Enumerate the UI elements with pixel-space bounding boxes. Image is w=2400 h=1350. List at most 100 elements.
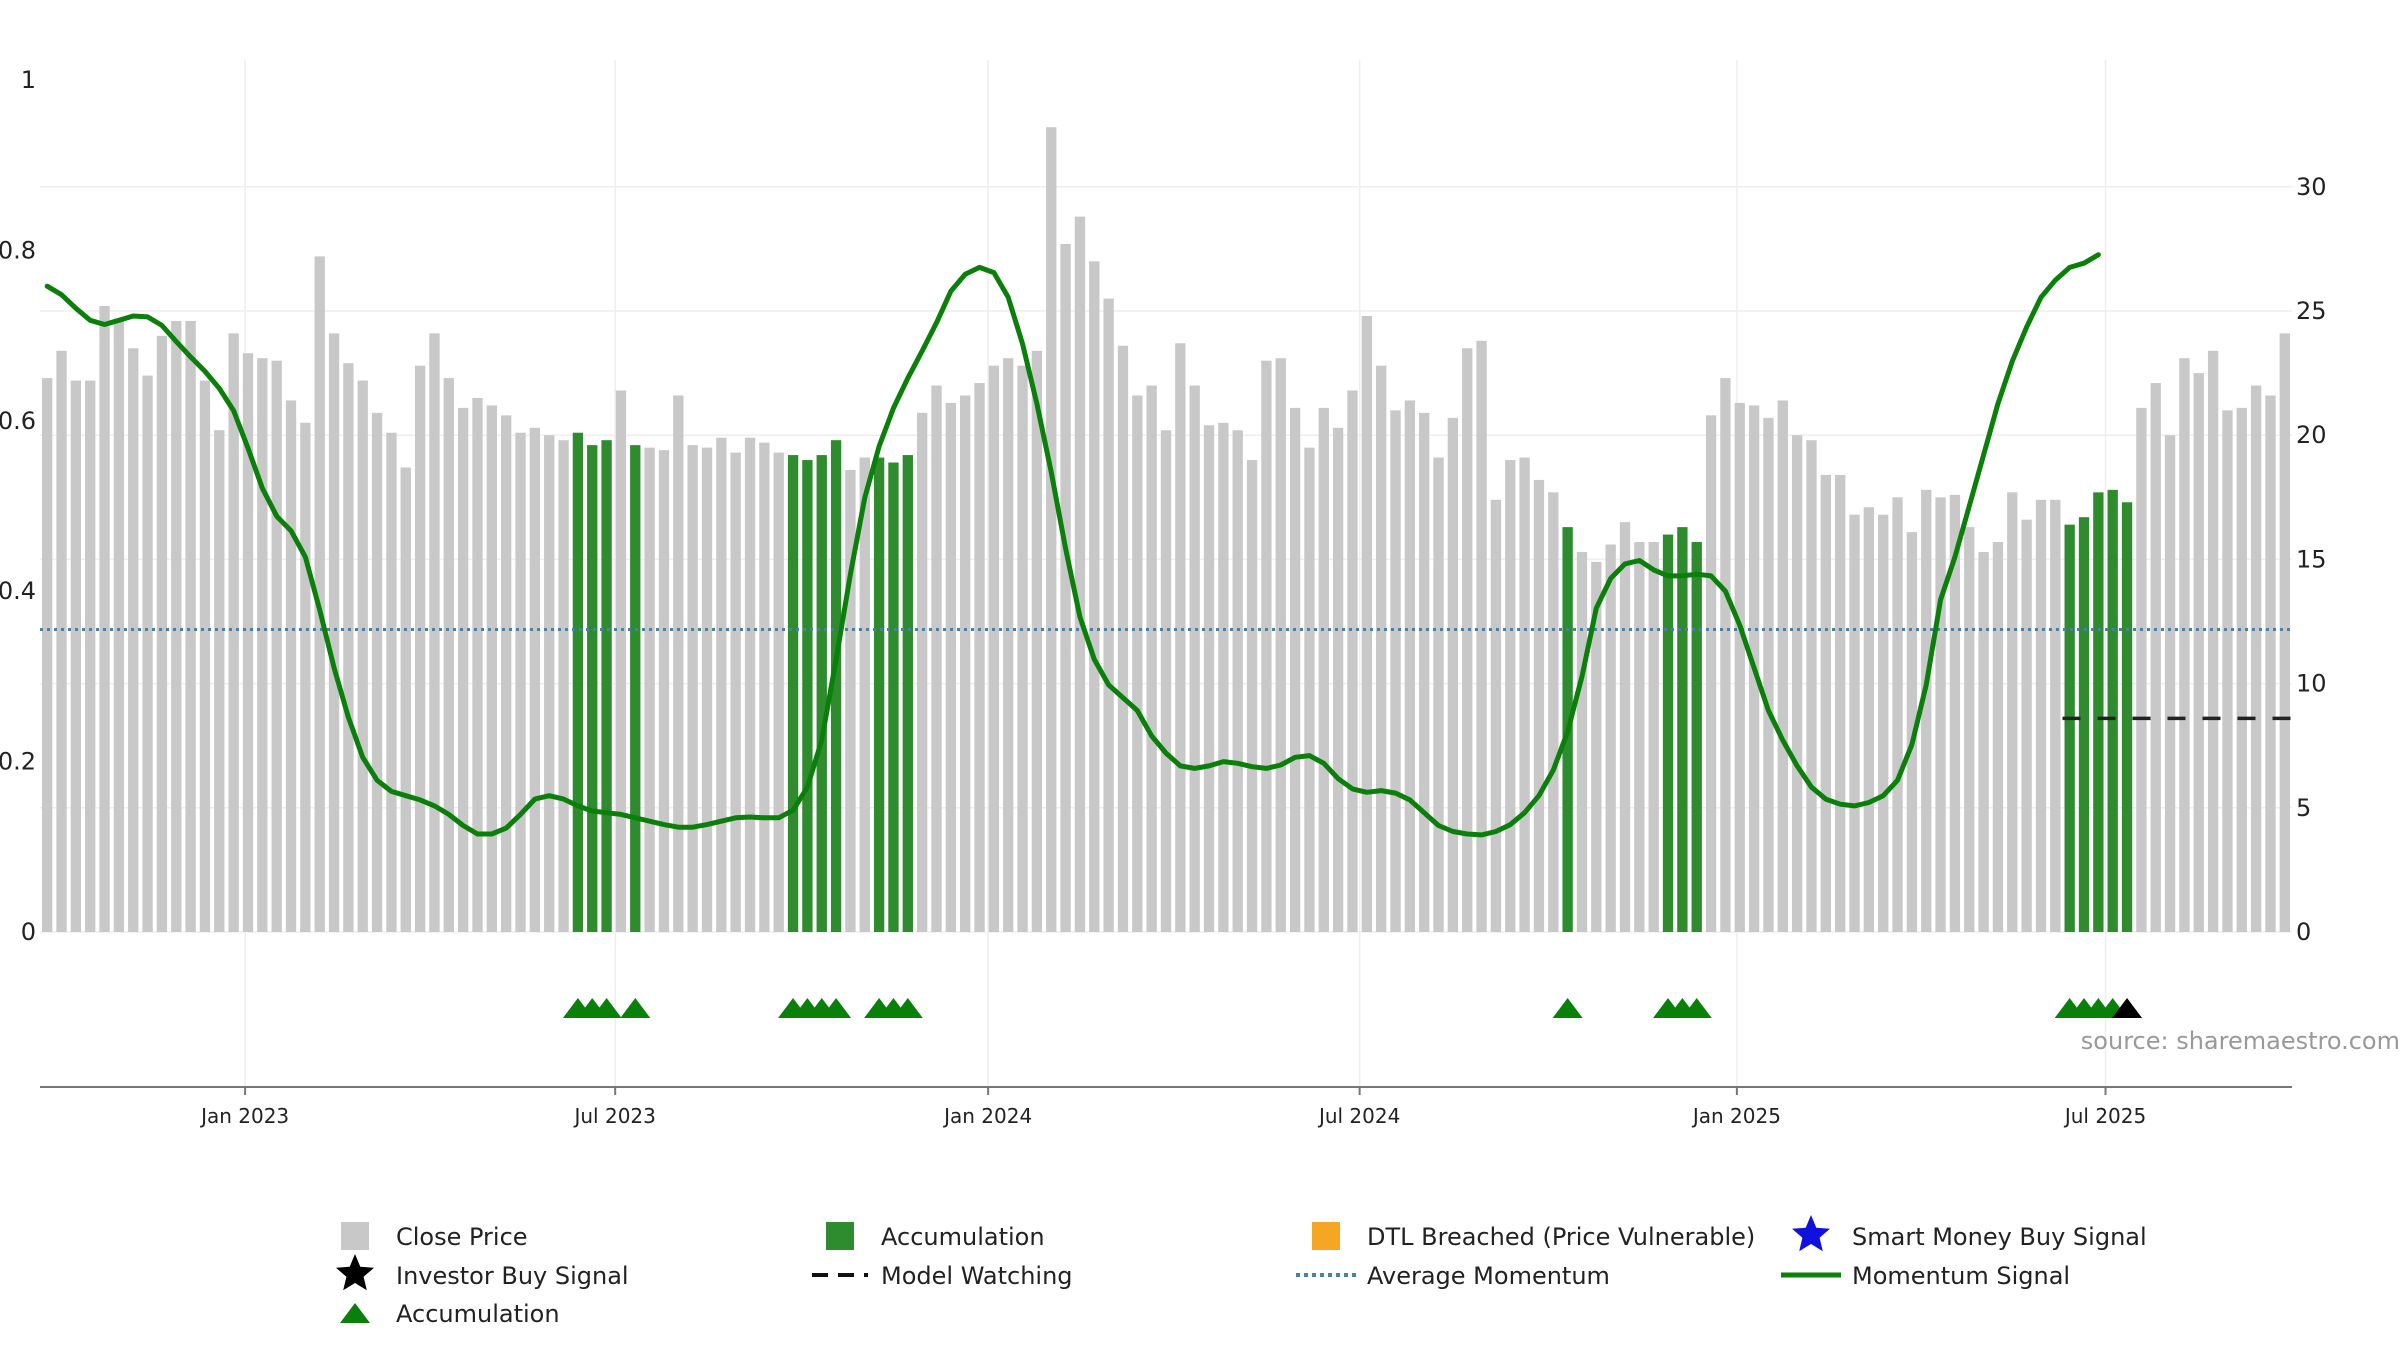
close-price-bar bbox=[199, 380, 211, 932]
close-price-bar bbox=[1189, 385, 1200, 932]
close-price-bar bbox=[2236, 407, 2247, 932]
close-price-bar bbox=[945, 402, 957, 932]
close-price-bar bbox=[1476, 340, 1487, 933]
close-price-bar bbox=[1003, 358, 1014, 932]
right-tick-label: 0 bbox=[2296, 918, 2311, 946]
close-price-bar bbox=[257, 358, 268, 932]
close-price-bar bbox=[1634, 542, 1645, 932]
close-price-bar bbox=[1232, 430, 1243, 932]
close-price-bar bbox=[1175, 343, 1186, 932]
legend-accumulation-triangle-icon bbox=[340, 1303, 370, 1323]
left-tick-label: 0 bbox=[21, 918, 36, 946]
close-price-bar bbox=[2164, 435, 2176, 932]
close-price-bar bbox=[1462, 348, 1473, 933]
close-price-bar bbox=[357, 380, 368, 932]
x-tick-label: Jul 2024 bbox=[1317, 1104, 1400, 1128]
close-price-bar bbox=[1820, 474, 1831, 932]
close-price-bar bbox=[56, 350, 67, 932]
close-price-bar bbox=[1031, 350, 1043, 932]
legend-investor-star-icon bbox=[336, 1254, 374, 1291]
accumulation-bar bbox=[630, 445, 641, 932]
legend-label: Average Momentum bbox=[1367, 1262, 1610, 1290]
close-price-bar bbox=[1060, 243, 1071, 932]
close-price-bar bbox=[1160, 430, 1172, 932]
right-tick-label: 15 bbox=[2296, 545, 2327, 573]
x-tick-label: Jul 2023 bbox=[572, 1104, 655, 1128]
source-label: source: sharemaestro.com bbox=[2081, 1027, 2400, 1055]
close-price-bar bbox=[773, 452, 784, 932]
right-tick-label: 10 bbox=[2296, 670, 2327, 698]
accumulation-bar bbox=[873, 457, 885, 932]
close-price-bar bbox=[128, 348, 139, 933]
close-price-bar bbox=[1906, 532, 1918, 932]
close-price-bar bbox=[687, 445, 698, 932]
legend-swatch-dtl bbox=[1312, 1222, 1340, 1250]
left-tick-label: 0.8 bbox=[0, 236, 36, 264]
left-tick-label: 0.2 bbox=[0, 748, 36, 776]
accumulation-bar bbox=[1662, 534, 1674, 932]
accumulation-bar bbox=[1677, 527, 1688, 932]
close-price-bar bbox=[1447, 417, 1459, 933]
close-price-bar bbox=[371, 412, 383, 932]
close-price-bar bbox=[386, 432, 397, 932]
close-price-bar bbox=[1835, 474, 1846, 932]
accumulation-bar bbox=[816, 455, 827, 932]
close-price-bar bbox=[1777, 400, 1788, 932]
close-price-bar bbox=[1576, 551, 1588, 932]
right-tick-label: 25 bbox=[2296, 297, 2327, 325]
close-price-bar bbox=[1275, 358, 1286, 932]
accumulation-marker bbox=[1681, 998, 1712, 1018]
close-price-bar bbox=[1304, 447, 1315, 932]
close-price-bar bbox=[185, 320, 196, 933]
close-price-bar bbox=[2136, 407, 2147, 932]
close-price-bar bbox=[716, 437, 727, 932]
close-price-bar bbox=[1103, 298, 1114, 932]
close-price-bar bbox=[1533, 479, 1545, 932]
close-price-bar bbox=[1591, 561, 1602, 932]
close-price-bar bbox=[2179, 358, 2190, 932]
close-price-bar bbox=[1433, 457, 1444, 932]
accumulation-bar bbox=[2093, 492, 2104, 932]
close-price-bar bbox=[156, 335, 168, 932]
close-price-bar bbox=[314, 256, 325, 932]
close-price-bar bbox=[2021, 519, 2032, 932]
close-price-bar bbox=[1390, 410, 1401, 933]
close-price-bar bbox=[2193, 373, 2204, 932]
close-price-bar bbox=[988, 365, 1000, 932]
close-price-bar bbox=[1763, 417, 1774, 933]
close-price-bar bbox=[1648, 542, 1659, 932]
momentum-signal-path bbox=[44, 252, 2101, 838]
legend-label: Model Watching bbox=[881, 1262, 1073, 1290]
close-price-bar bbox=[2035, 499, 2047, 932]
accumulation-marker bbox=[620, 998, 651, 1018]
close-price-bar bbox=[1720, 378, 1731, 932]
accumulation-marker bbox=[1552, 998, 1583, 1018]
legend-item: Accumulation bbox=[826, 1222, 1045, 1251]
legend-label: DTL Breached (Price Vulnerable) bbox=[1367, 1223, 1755, 1251]
accumulation-bar bbox=[888, 462, 899, 932]
close-price-bar bbox=[2007, 492, 2018, 932]
close-price-bar bbox=[1318, 407, 1329, 932]
accumulation-marker bbox=[821, 998, 852, 1018]
legend-item: DTL Breached (Price Vulnerable) bbox=[1312, 1222, 1755, 1251]
close-price-bar bbox=[343, 363, 354, 932]
close-price-bar bbox=[70, 380, 82, 932]
close-price-bar bbox=[1892, 497, 1903, 932]
close-price-bar bbox=[701, 447, 713, 932]
accumulation-bar bbox=[601, 440, 612, 932]
close-price-bar bbox=[931, 385, 942, 932]
close-price-bar bbox=[1863, 507, 1875, 932]
legend: Close Price Accumulation DTL Breached (Pri… bbox=[336, 1215, 2147, 1328]
close-price-bar bbox=[1705, 415, 1717, 932]
investor-buy-marker bbox=[2112, 998, 2143, 1018]
close-price-bar bbox=[328, 333, 340, 932]
right-tick-label: 20 bbox=[2296, 421, 2327, 449]
legend-label: Smart Money Buy Signal bbox=[1852, 1223, 2147, 1251]
close-price-bar bbox=[1361, 315, 1372, 932]
accumulation-bar bbox=[2078, 517, 2090, 932]
close-price-bar bbox=[472, 397, 483, 932]
momentum-signal-line bbox=[44, 252, 2101, 838]
close-price-bar bbox=[529, 427, 541, 932]
close-price-bar bbox=[1505, 460, 1516, 932]
close-price-bar bbox=[457, 407, 469, 932]
